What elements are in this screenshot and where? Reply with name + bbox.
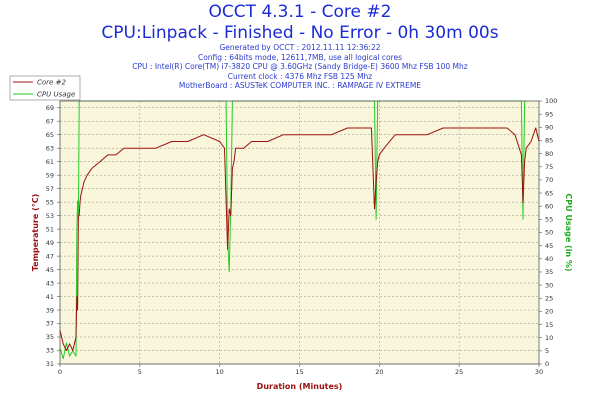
- legend-label-cpu-usage: CPU Usage: [37, 91, 75, 99]
- y2-tick-label: 75: [545, 163, 553, 171]
- chart-title: OCCT 4.3.1 - Core #2: [208, 2, 392, 22]
- y-tick-label: 41: [46, 293, 54, 301]
- info-line-config: Config : 64bits mode, 12611,7MB, use all…: [197, 52, 403, 62]
- y2-tick-label: 55: [545, 216, 553, 224]
- x-tick-label: 0: [58, 368, 62, 376]
- y2-tick-label: 25: [545, 294, 553, 302]
- y2-tick-label: 80: [545, 150, 553, 158]
- y-tick-label: 33: [46, 347, 54, 355]
- info-line-generated: Generated by OCCT : 2012.11.11 12:36:22: [219, 43, 381, 52]
- y-tick-label: 53: [46, 212, 54, 220]
- y-tick-label: 43: [46, 279, 54, 287]
- y-tick-label: 63: [46, 144, 54, 152]
- y2-tick-label: 95: [545, 110, 553, 118]
- y-tick-label: 61: [46, 158, 54, 166]
- y2-axis-label: CPU Usage (in %): [564, 193, 573, 271]
- y2-tick-label: 15: [545, 321, 553, 329]
- x-tick-label: 5: [138, 368, 142, 376]
- y2-tick-label: 45: [545, 242, 553, 250]
- y-tick-label: 51: [46, 225, 54, 233]
- y2-tick-label: 20: [545, 308, 553, 316]
- y2-tick-label: 5: [545, 347, 549, 355]
- y-tick-label: 45: [46, 266, 54, 274]
- legend-label-core2: Core #2: [37, 79, 66, 87]
- y2-tick-label: 35: [545, 268, 553, 276]
- y2-tick-label: 85: [545, 137, 553, 145]
- y-tick-label: 57: [46, 185, 54, 193]
- y-tick-label: 47: [46, 252, 54, 260]
- y-tick-label: 49: [46, 239, 54, 247]
- info-line-clock: Current clock : 4376 Mhz FSB 125 Mhz: [227, 71, 373, 81]
- info-line-motherboard: MotherBoard : ASUSTeK COMPUTER INC. : RA…: [178, 81, 422, 90]
- y-tick-label: 39: [46, 306, 54, 314]
- x-tick-label: 10: [216, 368, 224, 376]
- y2-tick-label: 10: [545, 334, 553, 342]
- x-tick-label: 25: [455, 368, 463, 376]
- y-tick-label: 37: [46, 320, 54, 328]
- y2-tick-label: 90: [545, 124, 553, 132]
- plot-area: [60, 101, 539, 364]
- x-tick-label: 20: [375, 368, 383, 376]
- y-tick-label: 69: [46, 104, 54, 112]
- y-tick-label: 59: [46, 171, 54, 179]
- y2-tick-label: 65: [545, 189, 553, 197]
- legend: Core #2 CPU Usage: [9, 75, 81, 101]
- y2-tick-label: 60: [545, 202, 553, 210]
- y2-tick-label: 30: [545, 281, 553, 289]
- y-tick-label: 65: [46, 131, 54, 139]
- x-tick-label: 30: [535, 368, 543, 376]
- y-tick-label: 31: [46, 360, 54, 368]
- tick-labels: 3133353739414345474951535557596163656769…: [46, 97, 558, 376]
- y2-tick-label: 0: [545, 360, 549, 368]
- info-line-cpu: CPU : Intel(R) Core(TM) i7-3820 CPU @ 3.…: [132, 62, 468, 71]
- y2-tick-label: 50: [545, 229, 553, 237]
- y2-tick-label: 40: [545, 255, 553, 263]
- chart-subtitle: CPU:Linpack - Finished - No Error - 0h 3…: [101, 23, 499, 43]
- y2-tick-label: 70: [545, 176, 553, 184]
- y-axis-label: Temperature (°C): [31, 194, 40, 272]
- x-tick-label: 15: [295, 368, 303, 376]
- legend-box: [9, 75, 81, 101]
- series-core2-line: [59, 127, 540, 351]
- y-tick-label: 55: [46, 198, 54, 206]
- y2-tick-label: 100: [545, 97, 557, 105]
- y-tick-label: 67: [46, 117, 54, 125]
- x-axis-label: Duration (Minutes): [257, 382, 343, 391]
- y-tick-label: 35: [46, 333, 54, 341]
